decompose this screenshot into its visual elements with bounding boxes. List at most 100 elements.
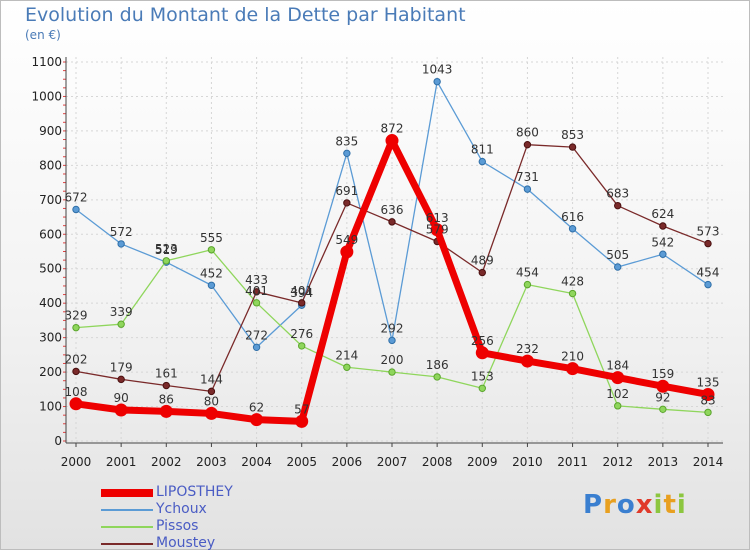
data-label-moustey: 683 bbox=[606, 187, 629, 201]
data-label-ychoux: 1043 bbox=[422, 63, 453, 77]
data-label-liposthey: 613 bbox=[426, 211, 449, 225]
x-tick-label: 2014 bbox=[693, 455, 724, 469]
data-label-liposthey: 210 bbox=[561, 350, 584, 364]
data-point-liposthey bbox=[430, 223, 444, 237]
data-label-ychoux: 542 bbox=[651, 235, 674, 249]
data-point-pissos bbox=[478, 384, 486, 392]
data-point-liposthey bbox=[520, 354, 534, 368]
data-label-liposthey: 90 bbox=[114, 391, 129, 405]
data-label-ychoux: 519 bbox=[155, 243, 178, 257]
x-tick-label: 2003 bbox=[196, 455, 227, 469]
data-point-pissos bbox=[523, 280, 532, 289]
data-point-pissos bbox=[433, 373, 441, 381]
data-point-pissos bbox=[659, 405, 667, 414]
data-point-ychoux bbox=[207, 281, 216, 289]
data-label-pissos: 339 bbox=[110, 305, 133, 319]
data-label-moustey: 624 bbox=[651, 207, 674, 221]
data-label-ychoux: 452 bbox=[200, 266, 223, 280]
data-label-liposthey: 62 bbox=[249, 401, 264, 415]
legend-label: Pissos bbox=[156, 518, 199, 534]
x-tick-label: 2008 bbox=[422, 455, 453, 469]
data-point-ychoux bbox=[478, 157, 486, 166]
chart-subtitle: (en €) bbox=[25, 28, 61, 42]
data-point-moustey bbox=[659, 222, 667, 230]
legend-item-ychoux: Ychoux bbox=[101, 501, 233, 518]
logo-letter: x bbox=[635, 490, 654, 520]
data-point-ychoux bbox=[659, 250, 667, 258]
data-label-moustey: 489 bbox=[471, 254, 494, 268]
x-tick-label: 2001 bbox=[106, 455, 137, 469]
data-point-ychoux bbox=[704, 280, 712, 289]
data-label-pissos: 276 bbox=[290, 327, 313, 341]
chart-title: Evolution du Montant de la Dette par Hab… bbox=[25, 4, 466, 26]
data-label-moustey: 401 bbox=[290, 284, 313, 298]
data-label-ychoux: 394 bbox=[290, 286, 313, 300]
data-point-pissos bbox=[614, 402, 622, 410]
x-tick-label: 2006 bbox=[332, 455, 363, 469]
x-tick-label: 2004 bbox=[241, 455, 272, 469]
data-label-moustey: 853 bbox=[561, 128, 584, 142]
data-point-liposthey bbox=[250, 413, 264, 427]
data-point-ychoux bbox=[252, 343, 261, 351]
data-point-liposthey bbox=[69, 397, 83, 411]
data-label-moustey: 202 bbox=[65, 352, 88, 366]
data-label-moustey: 636 bbox=[381, 203, 404, 217]
data-point-pissos bbox=[704, 408, 712, 417]
data-label-pissos: 83 bbox=[700, 393, 715, 407]
data-point-moustey bbox=[568, 143, 577, 151]
data-point-ychoux bbox=[568, 225, 577, 233]
data-label-liposthey: 135 bbox=[697, 375, 720, 389]
data-point-ychoux bbox=[433, 77, 441, 86]
data-label-pissos: 555 bbox=[200, 231, 223, 245]
data-label-liposthey: 232 bbox=[516, 342, 539, 356]
data-label-moustey: 144 bbox=[200, 372, 223, 386]
data-label-ychoux: 811 bbox=[471, 143, 494, 157]
y-tick-label: 600 bbox=[39, 227, 62, 241]
legend-label: Moustey bbox=[156, 535, 216, 551]
y-tick-label: 500 bbox=[39, 262, 62, 276]
data-point-moustey bbox=[252, 288, 261, 296]
data-point-pissos bbox=[343, 363, 351, 371]
data-label-moustey: 691 bbox=[335, 184, 358, 198]
data-label-pissos: 401 bbox=[245, 284, 268, 298]
y-tick-label: 800 bbox=[39, 158, 62, 172]
logo-letter: P bbox=[583, 490, 604, 520]
data-label-liposthey: 872 bbox=[381, 122, 404, 136]
data-label-liposthey: 86 bbox=[159, 392, 174, 406]
data-point-moustey bbox=[614, 201, 622, 210]
data-point-moustey bbox=[207, 387, 216, 396]
legend-label: LIPOSTHEY bbox=[156, 484, 233, 500]
data-label-pissos: 92 bbox=[655, 390, 670, 404]
y-tick-label: 900 bbox=[39, 124, 62, 138]
y-tick-label: 200 bbox=[39, 365, 62, 379]
data-point-liposthey bbox=[114, 403, 128, 417]
x-tick-label: 2013 bbox=[648, 455, 679, 469]
data-point-pissos bbox=[117, 320, 125, 328]
data-point-pissos bbox=[568, 289, 577, 298]
data-point-moustey bbox=[704, 239, 712, 248]
data-point-moustey bbox=[72, 367, 80, 376]
data-label-moustey: 579 bbox=[426, 223, 449, 237]
data-point-moustey bbox=[298, 299, 306, 307]
data-label-pissos: 523 bbox=[155, 242, 178, 256]
x-tick-label: 2007 bbox=[377, 455, 408, 469]
data-point-ychoux bbox=[523, 185, 532, 193]
data-point-moustey bbox=[478, 268, 486, 277]
data-point-moustey bbox=[343, 199, 351, 207]
x-tick-label: 2005 bbox=[286, 455, 317, 469]
data-point-liposthey bbox=[611, 371, 625, 385]
data-label-ychoux: 731 bbox=[516, 170, 539, 184]
x-tick-label: 2000 bbox=[61, 455, 92, 469]
data-label-pissos: 153 bbox=[471, 369, 494, 383]
data-label-ychoux: 454 bbox=[697, 266, 720, 280]
data-label-liposthey: 184 bbox=[606, 359, 629, 373]
legend-swatch bbox=[101, 488, 153, 497]
y-tick-label: 0 bbox=[54, 434, 62, 448]
data-point-moustey bbox=[117, 375, 125, 384]
data-point-ychoux bbox=[72, 205, 80, 214]
data-point-liposthey bbox=[566, 362, 580, 376]
data-label-liposthey: 80 bbox=[204, 394, 219, 408]
legend-item-pissos: Pissos bbox=[101, 518, 233, 535]
